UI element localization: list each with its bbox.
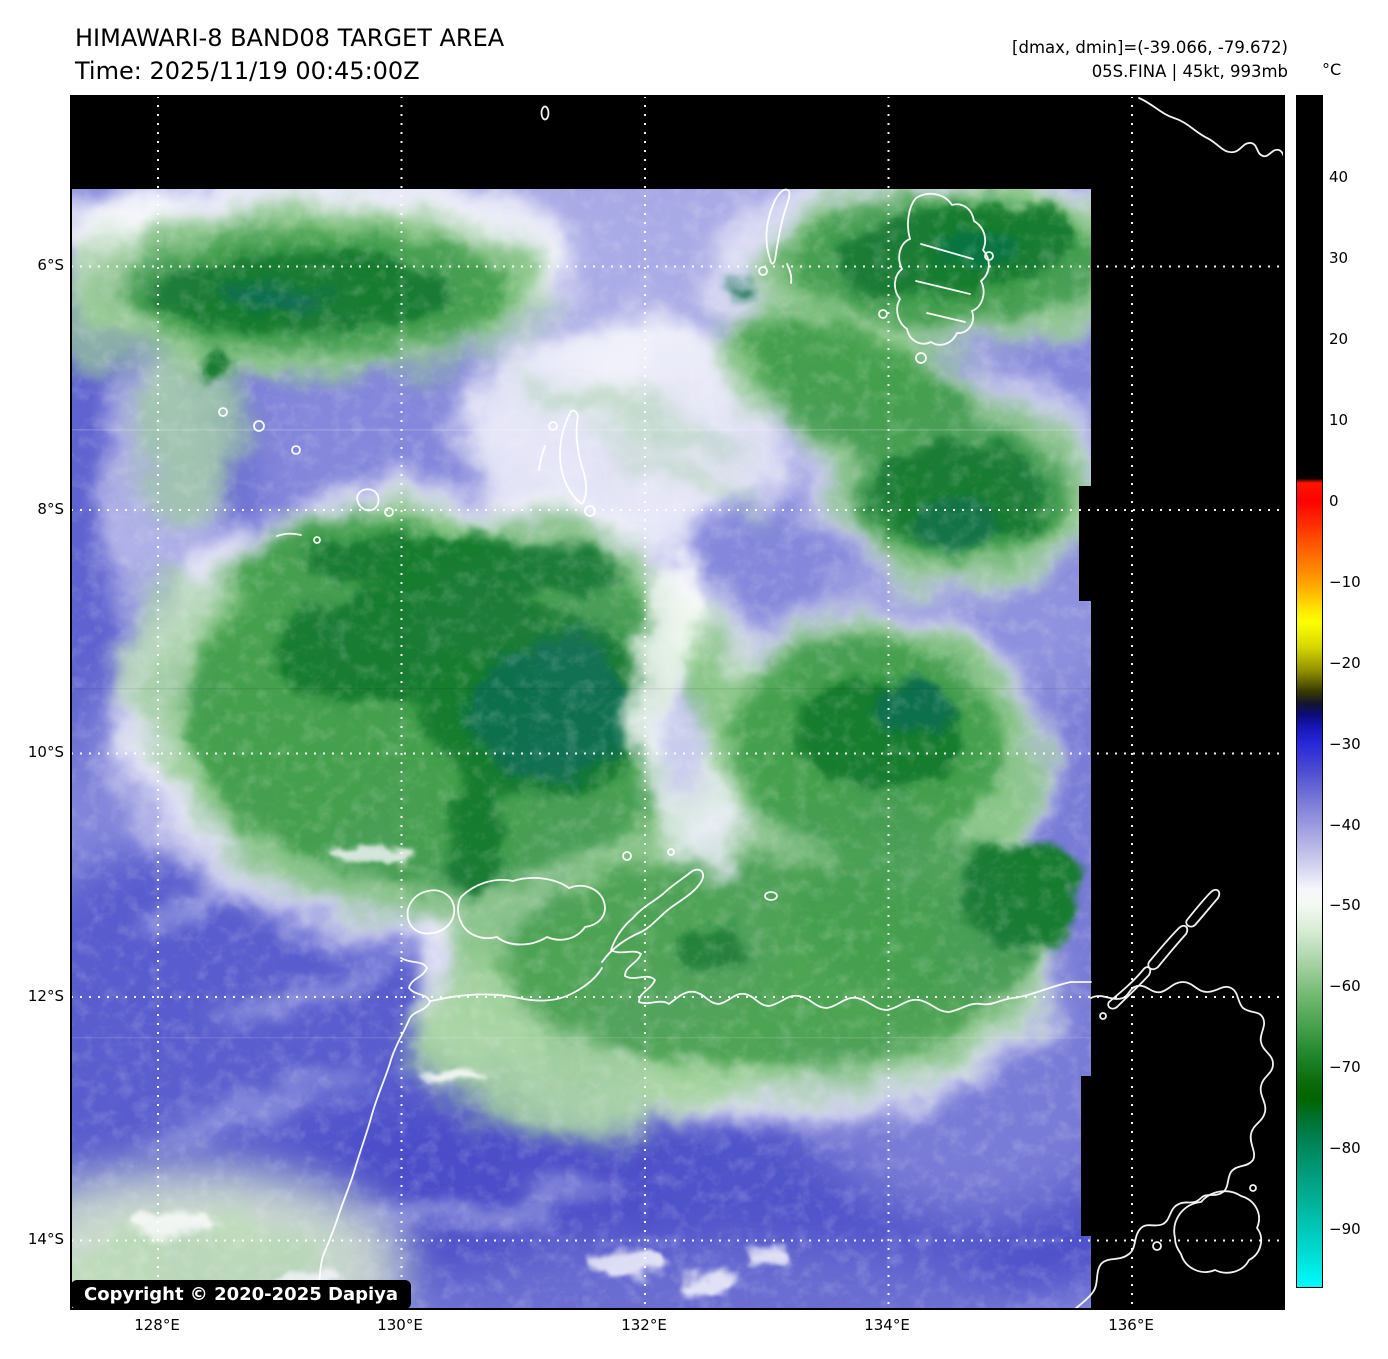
cbar-tick-20: 20 [1329,330,1349,348]
coastline-islet [540,105,550,121]
lat-tick-12s: 12°S [27,987,64,1005]
coastline-babar [356,488,380,512]
dmax-dmin-annotation: [dmax, dmin]=(-39.066, -79.672) [1012,38,1288,57]
coastline-arnhem [1074,981,1274,1309]
map-frame [71,96,1284,1309]
cbar-tick-m40: −40 [1329,816,1361,834]
cbar-tick-m90: −90 [1329,1220,1361,1238]
cbar-tick-30: 30 [1329,249,1349,267]
cbar-tick-0: 0 [1329,492,1339,510]
lon-tick-130e: 130°E [377,1316,423,1334]
cbar-tick-m10: −10 [1329,573,1361,591]
lat-tick-10s: 10°S [27,743,64,761]
coastline-australia-west [303,957,431,1309]
storm-info-annotation: 05S.FINA | 45kt, 993mb [1091,62,1288,81]
satellite-image [71,96,1284,1309]
coastline-tanimbar [559,409,588,505]
coastline-aru [894,192,990,346]
lat-tick-14s: 14°S [27,1230,64,1248]
out-of-scan-mask [71,96,1284,1309]
cbar-tick-m60: −60 [1329,977,1361,995]
cbar-tick-m20: −20 [1329,654,1361,672]
coastline-wessels [1107,966,1152,1010]
coastline-australia-north [601,868,1092,1013]
page-title: HIMAWARI-8 BAND08 TARGET AREA [75,24,505,52]
cbar-tick-40: 40 [1329,168,1349,186]
cbar-tick-m80: −80 [1329,1139,1361,1157]
coastline-bathurst [406,889,456,935]
lon-tick-132e: 132°E [621,1316,667,1334]
lon-tick-128e: 128°E [134,1316,180,1334]
lat-tick-6s: 6°S [37,256,64,274]
satellite-map-panel: Copyright © 2020-2025 Dapiya [70,95,1285,1310]
cbar-tick-m50: −50 [1329,896,1361,914]
timestamp-label: Time: 2025/11/19 00:45:00Z [75,57,420,85]
cloud-texture-coarse [71,189,1091,1309]
coastline-new-guinea [1138,97,1284,160]
colorbar-unit-label: °C [1322,60,1342,79]
cbar-tick-m70: −70 [1329,1058,1361,1076]
lon-tick-134e: 134°E [864,1316,910,1334]
scan-seams [71,429,1091,1039]
coastline-melville [457,877,606,946]
copyright-badge: Copyright © 2020-2025 Dapiya [71,1280,412,1309]
cbar-tick-m30: −30 [1329,735,1361,753]
coastline-groote [1173,1190,1263,1274]
coastlines [218,97,1284,1309]
lon-tick-136e: 136°E [1108,1316,1154,1334]
temperature-colorbar [1296,95,1323,1288]
lat-tick-8s: 8°S [37,500,64,518]
coastline-kai [765,188,791,265]
satellite-data-region [71,189,1091,1309]
cbar-tick-10: 10 [1329,411,1349,429]
